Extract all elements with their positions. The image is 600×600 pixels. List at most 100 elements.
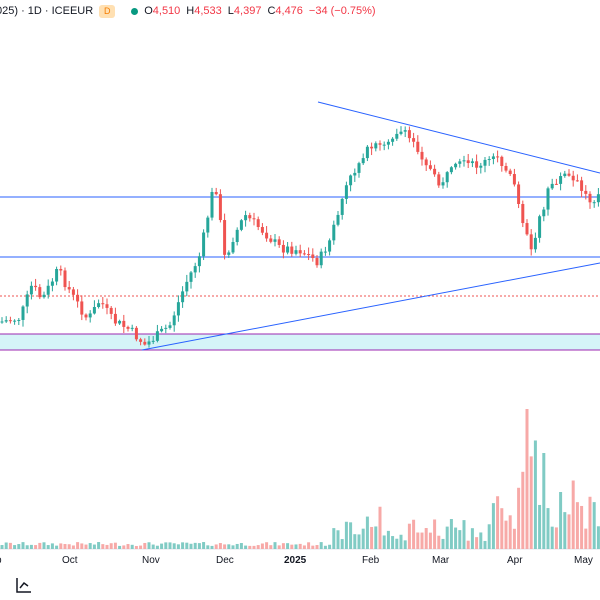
volume-bar: [122, 545, 126, 549]
volume-bar: [25, 545, 29, 549]
open-value: 4,510: [152, 5, 181, 17]
support-zone[interactable]: [0, 334, 600, 350]
candle-body: [466, 160, 470, 164]
symbol-title[interactable]: 025) · 1D · ICEEUR: [0, 5, 94, 17]
volume-bar: [454, 527, 458, 549]
candle-body: [59, 268, 63, 271]
volume-bar: [0, 545, 4, 549]
candle-body: [529, 234, 533, 250]
volume-bar: [80, 543, 84, 549]
volume-bar: [42, 542, 46, 549]
candle-body: [378, 143, 382, 145]
candle-body: [42, 294, 46, 298]
candle-body: [546, 188, 550, 210]
volume-bar: [470, 528, 474, 549]
volume-bar: [525, 409, 529, 549]
candle-body: [336, 214, 340, 225]
candle-body: [197, 256, 201, 267]
volume-bar: [517, 487, 521, 549]
volume-bar: [38, 542, 42, 549]
volume-bar: [533, 440, 537, 549]
volume-bar: [13, 545, 17, 549]
descending-trendline[interactable]: [317, 101, 600, 174]
candle-body: [231, 242, 235, 253]
candle-body: [281, 244, 285, 253]
volume-bar: [223, 544, 227, 549]
volume-bar: [185, 542, 189, 549]
volume-bar: [139, 545, 143, 549]
candle-body: [357, 163, 361, 173]
candle-body: [164, 327, 168, 329]
volume-bar: [88, 543, 92, 549]
volume-bar: [118, 545, 122, 549]
candlestick-series: [0, 126, 600, 348]
candle-body: [382, 144, 386, 146]
volume-bar: [483, 540, 487, 549]
candle-body: [315, 258, 319, 266]
time-axis-label: Dec: [216, 555, 234, 566]
volume-bar: [197, 543, 201, 549]
volume-bar: [571, 480, 575, 549]
volume-bar: [231, 545, 235, 549]
candle-body: [319, 251, 323, 266]
candle-body: [517, 184, 521, 204]
volume-bar: [538, 504, 542, 549]
candle-body: [143, 341, 147, 345]
candle-body: [592, 202, 596, 204]
candle-body: [554, 183, 558, 185]
candle-body: [500, 156, 504, 166]
volume-bar: [323, 545, 327, 549]
candle-body: [412, 138, 416, 142]
chart-settings-icon[interactable]: [14, 575, 34, 595]
candle-body: [521, 203, 525, 224]
ascending-trendline[interactable]: [141, 262, 600, 351]
high-label: H4,533: [186, 5, 222, 17]
candle-body: [353, 172, 357, 176]
volume-bar: [113, 542, 117, 549]
candle-body: [244, 215, 248, 221]
volume-bar: [168, 542, 172, 549]
volume-bar: [479, 532, 483, 549]
volume-bar: [155, 545, 159, 549]
volume-bar: [378, 506, 382, 549]
candle-body: [122, 320, 126, 327]
volume-bar: [458, 530, 462, 549]
price-change: −34 (−0.75%): [308, 5, 376, 17]
candle-body: [189, 272, 193, 282]
volume-bar: [193, 542, 197, 549]
volume-bar: [491, 503, 495, 549]
volume-bar: [277, 545, 281, 549]
candle-body: [109, 307, 113, 314]
time-axis-label: p: [0, 555, 2, 566]
volume-bar: [449, 519, 453, 549]
volume-bar: [244, 545, 248, 549]
candle-body: [277, 239, 281, 245]
volume-bar: [252, 545, 256, 549]
candle-body: [370, 146, 374, 149]
volume-bar: [298, 543, 302, 549]
volume-bar: [172, 543, 176, 549]
volume-bar: [554, 527, 558, 549]
volume-bar: [412, 519, 416, 549]
volume-bar: [437, 535, 441, 549]
candle-body: [563, 173, 567, 177]
delayed-data-badge[interactable]: D: [99, 4, 116, 18]
candle-body: [101, 303, 105, 305]
volume-bar: [433, 519, 437, 549]
volume-bar: [407, 523, 411, 549]
volume-bar: [265, 542, 269, 549]
time-axis-label: May: [574, 555, 593, 566]
candle-body: [38, 287, 42, 298]
volume-bar: [164, 542, 168, 549]
candle-body: [386, 141, 390, 145]
time-axis-label: Nov: [142, 555, 160, 566]
candle-body: [302, 253, 306, 255]
candle-body: [8, 320, 12, 322]
volume-bar: [235, 543, 239, 549]
volume-bar: [391, 536, 395, 549]
candle-body: [151, 340, 155, 342]
candle-body: [349, 175, 353, 186]
volume-bar: [218, 543, 222, 549]
volume-bar: [46, 545, 50, 549]
